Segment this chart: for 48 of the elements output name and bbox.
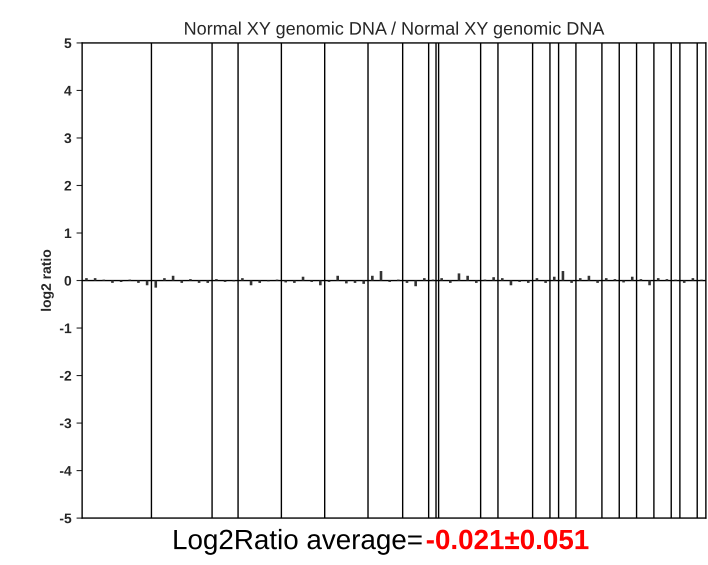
bar bbox=[552, 276, 556, 281]
bar bbox=[163, 278, 166, 281]
bar bbox=[345, 280, 348, 284]
bar bbox=[562, 271, 564, 281]
bar bbox=[362, 280, 365, 284]
bar bbox=[536, 278, 538, 281]
chart-title: Normal XY genomic DNA / Normal XY genomic DNA bbox=[185, 22, 604, 38]
bar bbox=[648, 280, 651, 286]
y-tick-label: 5 bbox=[64, 38, 72, 48]
bar bbox=[656, 278, 660, 281]
bar bbox=[380, 271, 382, 281]
bar bbox=[94, 278, 96, 281]
bar bbox=[458, 273, 460, 281]
y-tick-label: 0 bbox=[64, 276, 72, 286]
bar bbox=[154, 280, 158, 288]
bar bbox=[578, 278, 582, 281]
bar bbox=[85, 278, 88, 281]
y-tick-label: -4 bbox=[60, 466, 72, 476]
y-tick-label: -5 bbox=[60, 514, 72, 524]
bar bbox=[588, 276, 590, 281]
y-axis-title: log2 ratio bbox=[40, 250, 54, 311]
bar bbox=[172, 276, 174, 281]
y-tick-label: -3 bbox=[60, 418, 72, 428]
y-tick-label: 1 bbox=[64, 228, 72, 238]
bar bbox=[466, 276, 469, 281]
bar bbox=[241, 278, 244, 281]
bar bbox=[371, 276, 374, 281]
bar bbox=[423, 278, 426, 281]
bar bbox=[319, 280, 322, 286]
text: Log2Ratio average= bbox=[174, 528, 422, 555]
bar bbox=[440, 278, 443, 281]
bar bbox=[492, 277, 495, 281]
bar bbox=[604, 278, 608, 281]
y-tick-label: 4 bbox=[64, 86, 72, 96]
y-tick-label: 2 bbox=[64, 180, 72, 191]
bar bbox=[510, 280, 512, 286]
bar bbox=[250, 280, 252, 286]
y-tick-label: 3 bbox=[64, 133, 72, 144]
bar bbox=[692, 278, 694, 281]
bar bbox=[500, 278, 504, 281]
bar bbox=[630, 276, 634, 281]
y-tick-label: -1 bbox=[60, 324, 72, 334]
bar bbox=[336, 276, 339, 281]
bar bbox=[414, 280, 417, 286]
text: -0.021±0.051 bbox=[426, 530, 588, 550]
y-tick-label: -2 bbox=[60, 370, 72, 381]
bar bbox=[146, 280, 148, 286]
bar bbox=[302, 276, 304, 281]
